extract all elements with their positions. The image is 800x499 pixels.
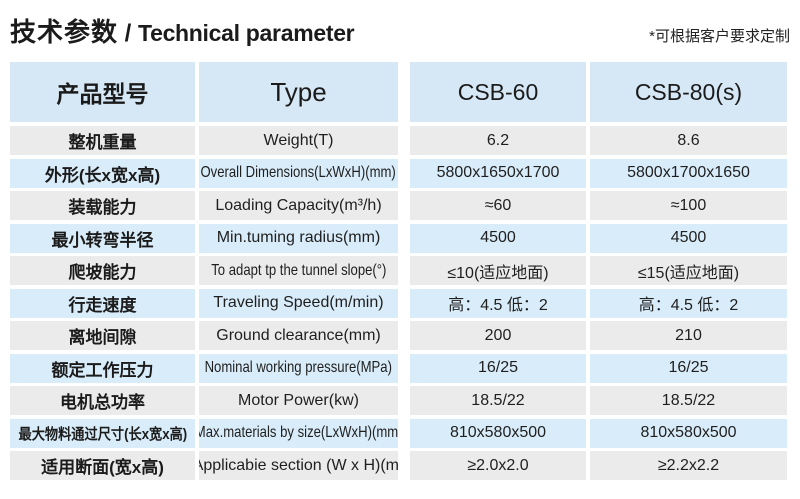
row-label-en: Max.materials by size(LxWxH)(mm) (199, 418, 398, 448)
row-label-cn: 爬坡能力 (10, 256, 195, 285)
header-model-csb80s: CSB-80(s) (590, 62, 787, 122)
value-csb80s: 8.6 (590, 126, 787, 155)
value-csb80s: ≈100 (590, 191, 787, 220)
title-bar: 技术参数 / Technical parameter *可根据客户要求定制 (10, 12, 790, 49)
customization-note: *可根据客户要求定制 (649, 28, 790, 45)
row-label-cn: 装载能力 (10, 191, 195, 220)
technical-parameter-table: 产品型号 Type CSB-60 CSB-80(s) 整机重量 Weight(T… (10, 62, 787, 484)
row-label-en: To adapt tp the tunnel slope(°) (199, 256, 398, 285)
value-csb60: 5800x1650x1700 (410, 158, 586, 188)
value-csb80s: 4500 (590, 223, 787, 253)
value-csb80s: ≤15(适应地面) (590, 256, 787, 285)
page-title: 技术参数 / Technical parameter (10, 12, 355, 49)
table-row-min-turning-radius: 最小转弯半径 Min.tuming radius(mm) 4500 4500 (10, 223, 787, 253)
table-row-applicable-section: 适用断面(宽x高) Applicabie section (W x H)(m) … (10, 451, 787, 480)
table-row-max-material-size: 最大物料通过尺寸(长x宽x高) Max.materials by size(Lx… (10, 418, 787, 448)
value-csb60: 4500 (410, 223, 586, 253)
value-csb60: ≈60 (410, 191, 586, 220)
table-row-tunnel-slope: 爬坡能力 To adapt tp the tunnel slope(°) ≤10… (10, 256, 787, 285)
row-label-cn: 电机总功率 (10, 386, 195, 415)
value-csb60: ≥2.0x2.0 (410, 451, 586, 480)
row-label-cn: 离地间隙 (10, 321, 195, 350)
row-label-en: Traveling Speed(m/min) (199, 288, 398, 318)
header-type: Type (199, 62, 398, 122)
value-csb60: ≤10(适应地面) (410, 256, 586, 285)
value-csb80s: ≥2.2x2.2 (590, 451, 787, 480)
value-csb60: 高：4.5 低：2 (410, 288, 586, 318)
row-label-en: Loading Capacity(m³/h) (199, 191, 398, 220)
value-csb60: 6.2 (410, 126, 586, 155)
row-label-cn: 外形(长x宽x高) (10, 158, 195, 188)
value-csb80s: 810x580x500 (590, 418, 787, 448)
value-csb80s: 5800x1700x1650 (590, 158, 787, 188)
row-label-en: Nominal working pressure(MPa) (199, 353, 398, 383)
value-csb80s: 16/25 (590, 353, 787, 383)
row-label-en: Ground clearance(mm) (199, 321, 398, 350)
row-label-cn: 最小转弯半径 (10, 223, 195, 253)
row-label-en: Applicabie section (W x H)(m) (199, 451, 398, 480)
value-csb60: 810x580x500 (410, 418, 586, 448)
table-row-ground-clearance: 离地间隙 Ground clearance(mm) 200 210 (10, 321, 787, 350)
value-csb60: 16/25 (410, 353, 586, 383)
title-separator: / (118, 20, 139, 47)
header-product-model: 产品型号 (10, 62, 195, 122)
row-label-cn: 适用断面(宽x高) (10, 451, 195, 480)
value-csb80s: 210 (590, 321, 787, 350)
title-en: Technical parameter (138, 20, 355, 46)
title-cn: 技术参数 (10, 17, 119, 47)
row-label-en: Weight(T) (199, 126, 398, 155)
row-label-en: Min.tuming radius(mm) (199, 223, 398, 253)
row-label-en: Motor Power(kw) (199, 386, 398, 415)
row-label-cn: 额定工作压力 (10, 353, 195, 383)
row-label-cn: 整机重量 (10, 126, 195, 155)
table-row-nominal-working-pressure: 额定工作压力 Nominal working pressure(MPa) 16/… (10, 353, 787, 383)
table-row-motor-power: 电机总功率 Motor Power(kw) 18.5/22 18.5/22 (10, 386, 787, 415)
row-label-cn: 最大物料通过尺寸(长x宽x高) (10, 418, 195, 448)
row-label-cn: 行走速度 (10, 288, 195, 318)
table-row-traveling-speed: 行走速度 Traveling Speed(m/min) 高：4.5 低：2 高：… (10, 288, 787, 318)
row-label-en: Overall Dimensions(LxWxH)(mm) (199, 158, 398, 188)
value-csb80s: 高：4.5 低：2 (590, 288, 787, 318)
value-csb60: 18.5/22 (410, 386, 586, 415)
header-model-csb60: CSB-60 (410, 62, 586, 122)
table-row-overall-dimensions: 外形(长x宽x高) Overall Dimensions(LxWxH)(mm) … (10, 158, 787, 188)
table-row-loading-capacity: 装载能力 Loading Capacity(m³/h) ≈60 ≈100 (10, 191, 787, 220)
value-csb80s: 18.5/22 (590, 386, 787, 415)
table-header-row: 产品型号 Type CSB-60 CSB-80(s) (10, 62, 787, 122)
table-row-weight: 整机重量 Weight(T) 6.2 8.6 (10, 126, 787, 155)
value-csb60: 200 (410, 321, 586, 350)
